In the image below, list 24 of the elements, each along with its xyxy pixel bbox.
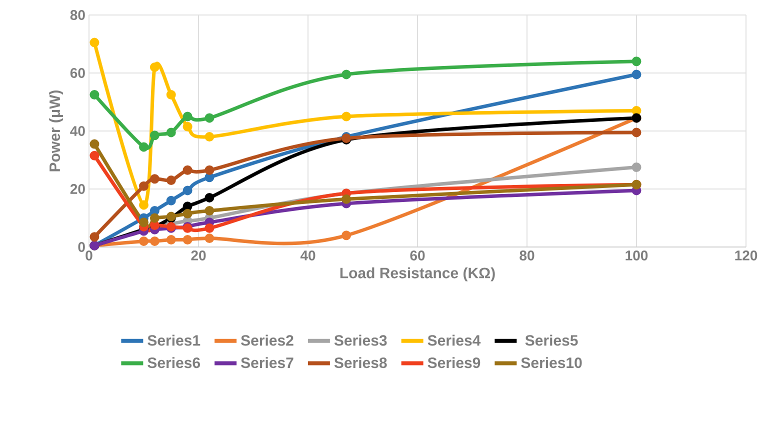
legend-label: Series5 <box>525 334 578 346</box>
legend-label: Series6 <box>148 357 200 368</box>
x-tick-label: 20 <box>191 250 206 260</box>
legend-label: Series9 <box>428 357 480 368</box>
legend-label: Series4 <box>428 334 481 346</box>
y-tick-label: 80 <box>70 10 85 20</box>
legend-label: Series1 <box>148 334 200 346</box>
x-axis-title: Load Resistance (KΩ) <box>340 267 495 282</box>
legend-label: Series7 <box>241 357 294 368</box>
y-tick-label: 0 <box>78 242 85 252</box>
x-tick-label: 60 <box>410 250 425 260</box>
legend-label: Series10 <box>521 357 582 368</box>
y-tick-label: 20 <box>70 184 85 194</box>
x-tick-label: 120 <box>735 250 758 260</box>
legend-label: Series8 <box>334 357 387 368</box>
x-tick-label: 40 <box>300 250 316 260</box>
y-tick-label: 40 <box>70 126 85 136</box>
legend-label: Series2 <box>241 334 294 346</box>
legend-label: Series3 <box>334 334 387 346</box>
y-tick-label: 60 <box>70 68 85 78</box>
x-tick-label: 80 <box>520 250 534 260</box>
x-tick-label: 0 <box>86 250 92 260</box>
y-axis-title: Power (μW) <box>49 90 64 172</box>
x-tick-label: 100 <box>626 250 648 260</box>
